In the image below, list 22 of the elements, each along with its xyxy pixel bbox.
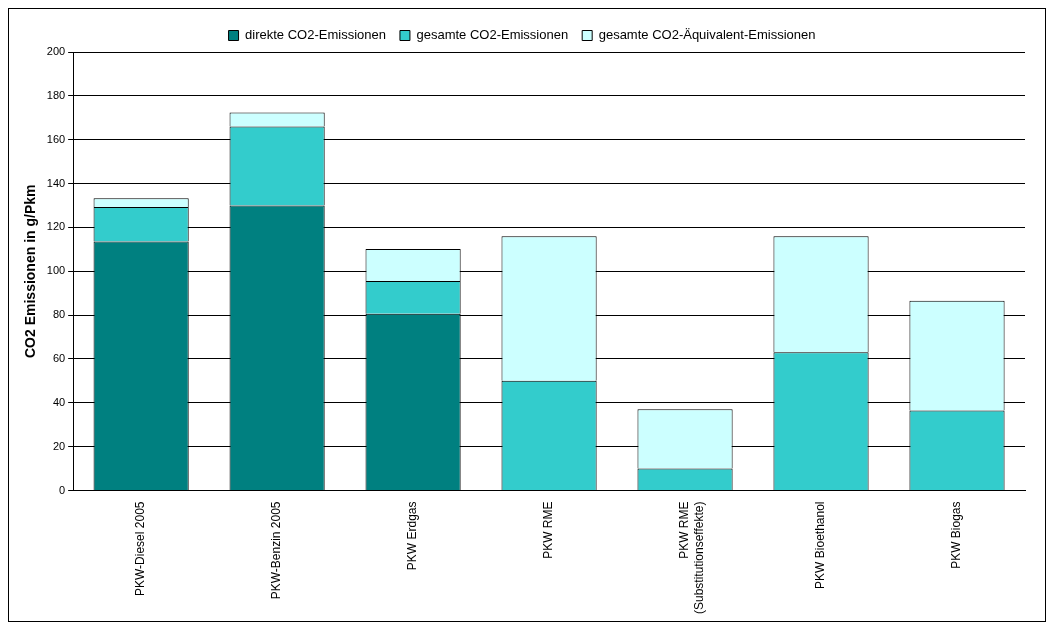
y-tick-label: 100 bbox=[46, 264, 66, 277]
legend-label: gesamte CO2-Äquivalent-Emissionen bbox=[598, 27, 816, 43]
y-tick-label: 60 bbox=[52, 351, 66, 364]
y-tick-label: 180 bbox=[46, 88, 66, 101]
y-tick-label: 200 bbox=[46, 45, 66, 58]
x-tick-label: PKW RME (Substitutionseffekte) bbox=[677, 501, 706, 615]
y-tick-label: 40 bbox=[52, 395, 66, 408]
y-axis-title: CO2 Emissionen in g/Pkm bbox=[22, 184, 39, 358]
legend-label: gesamte CO2-Emissionen bbox=[416, 27, 569, 43]
x-tick-label: PKW-Diesel 2005 bbox=[133, 501, 148, 596]
y-tick-label: 80 bbox=[52, 308, 66, 321]
x-tick-label: PKW Biogas bbox=[949, 501, 964, 569]
y-tick-label: 120 bbox=[46, 220, 66, 233]
y-tick-label: 160 bbox=[46, 132, 66, 145]
y-tick-label: 140 bbox=[46, 176, 66, 189]
x-tick-label: PKW RME bbox=[541, 501, 556, 559]
x-tick-label: PKW Erdgas bbox=[405, 501, 420, 571]
y-tick-label: 20 bbox=[52, 439, 66, 452]
y-tick-label: 0 bbox=[59, 483, 66, 496]
x-tick-label: PKW Bioethanol bbox=[813, 501, 828, 589]
legend-label: direkte CO2-Emissionen bbox=[245, 27, 386, 43]
x-tick-label: PKW-Benzin 2005 bbox=[269, 501, 284, 600]
